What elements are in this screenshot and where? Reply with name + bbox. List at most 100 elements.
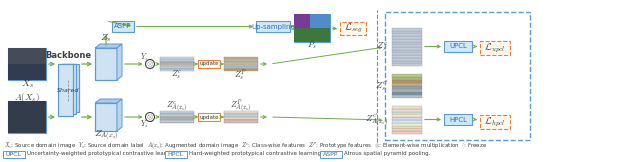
Bar [58, 64, 73, 116]
Text: ASPP: ASPP [323, 151, 339, 156]
Bar [160, 111, 194, 112]
Bar [392, 117, 422, 120]
Bar [392, 50, 422, 52]
Bar [160, 59, 194, 60]
Bar [392, 123, 422, 126]
Circle shape [145, 59, 154, 69]
Bar [392, 44, 422, 47]
Text: update: update [199, 62, 219, 66]
Bar [95, 103, 117, 131]
Text: $Z_s^c$: $Z_s^c$ [376, 40, 388, 53]
Bar [392, 126, 422, 128]
Bar [392, 74, 422, 77]
Bar [392, 47, 422, 50]
Text: $\otimes$: $\otimes$ [146, 112, 154, 122]
Bar [444, 114, 472, 125]
Text: $Z_s^P$: $Z_s^P$ [234, 67, 248, 83]
Bar [392, 112, 422, 114]
Bar [392, 28, 422, 31]
Bar [160, 69, 194, 71]
Bar [340, 22, 366, 35]
Bar [392, 42, 422, 44]
Text: $Z_s$: $Z_s$ [100, 32, 112, 44]
Bar [160, 68, 194, 69]
Bar [392, 128, 422, 131]
Bar [8, 48, 46, 80]
Text: UPCL: UPCL [6, 151, 22, 156]
Bar [392, 80, 422, 83]
Bar [224, 112, 258, 114]
Bar [224, 117, 258, 118]
Text: $\mathcal{L}_{hpcl}$: $\mathcal{L}_{hpcl}$ [484, 115, 506, 129]
Text: $Z_{A(x_s)}$: $Z_{A(x_s)}$ [93, 129, 118, 143]
Bar [95, 48, 117, 80]
Bar [224, 114, 258, 116]
Bar [160, 114, 194, 116]
Text: $Z_{A(x_s)}^c$: $Z_{A(x_s)}^c$ [166, 99, 188, 115]
Bar [224, 120, 258, 122]
Bar [392, 55, 422, 58]
Text: $Z_{A(x_s)}^{c'}$: $Z_{A(x_s)}^{c'}$ [365, 111, 388, 129]
Text: update: update [199, 115, 219, 120]
Bar [8, 101, 46, 133]
Text: Shared: Shared [57, 88, 79, 93]
Bar [480, 41, 510, 55]
Bar [392, 131, 422, 134]
Bar [224, 122, 258, 123]
Bar [224, 57, 258, 59]
Bar [392, 36, 422, 39]
Bar [160, 118, 194, 120]
Bar [224, 66, 258, 68]
Bar [256, 21, 290, 32]
Bar [392, 39, 422, 42]
Bar [320, 150, 342, 157]
Bar [392, 63, 422, 66]
Bar [392, 58, 422, 61]
Bar [160, 66, 194, 68]
Text: Uncertainty-weighted prototypical contrastive learning.: Uncertainty-weighted prototypical contra… [27, 151, 180, 156]
Bar [198, 113, 220, 121]
Text: Hard-weighted prototypical contrastive learning.: Hard-weighted prototypical contrastive l… [189, 151, 323, 156]
Bar [392, 109, 422, 112]
Bar [392, 61, 422, 63]
Polygon shape [95, 99, 122, 103]
Bar [160, 60, 194, 62]
Bar [198, 60, 220, 68]
Bar [480, 115, 510, 129]
Text: $Z_{A(x_s)}^P$: $Z_{A(x_s)}^P$ [230, 98, 252, 116]
Bar [392, 77, 422, 80]
Bar [160, 112, 194, 114]
Text: $Z_s^c$: $Z_s^c$ [172, 69, 182, 81]
Text: HPCL: HPCL [449, 116, 467, 122]
Text: Atrous spatial pyramid pooling.: Atrous spatial pyramid pooling. [344, 151, 430, 156]
Bar [392, 83, 422, 86]
Text: $Z_s^{c'}$: $Z_s^{c'}$ [374, 79, 388, 93]
Bar [224, 64, 258, 66]
Bar [392, 95, 422, 98]
Bar [392, 106, 422, 109]
Text: Backbone: Backbone [45, 52, 92, 60]
Bar [224, 62, 258, 64]
Text: $P_s$: $P_s$ [307, 39, 317, 51]
Bar [224, 60, 258, 62]
Text: $X_s$: $X_s$ [20, 78, 33, 90]
Bar [61, 64, 76, 114]
Bar [64, 64, 79, 112]
Bar [294, 14, 330, 42]
Bar [224, 111, 258, 112]
Text: ASPP: ASPP [115, 23, 132, 29]
Text: $Y_s$: $Y_s$ [140, 118, 148, 130]
Text: Up-sampling: Up-sampling [251, 23, 295, 29]
Bar [392, 114, 422, 117]
Bar [3, 150, 25, 157]
Bar [160, 120, 194, 122]
Polygon shape [117, 99, 122, 131]
Bar [160, 62, 194, 64]
Polygon shape [95, 44, 122, 48]
Bar [392, 92, 422, 95]
Text: $Y_s$: $Y_s$ [140, 51, 148, 63]
Bar [224, 68, 258, 69]
Bar [444, 41, 472, 52]
Text: $\mathcal{L}_{seg}$: $\mathcal{L}_{seg}$ [344, 22, 362, 35]
Text: HPCL: HPCL [168, 151, 184, 156]
